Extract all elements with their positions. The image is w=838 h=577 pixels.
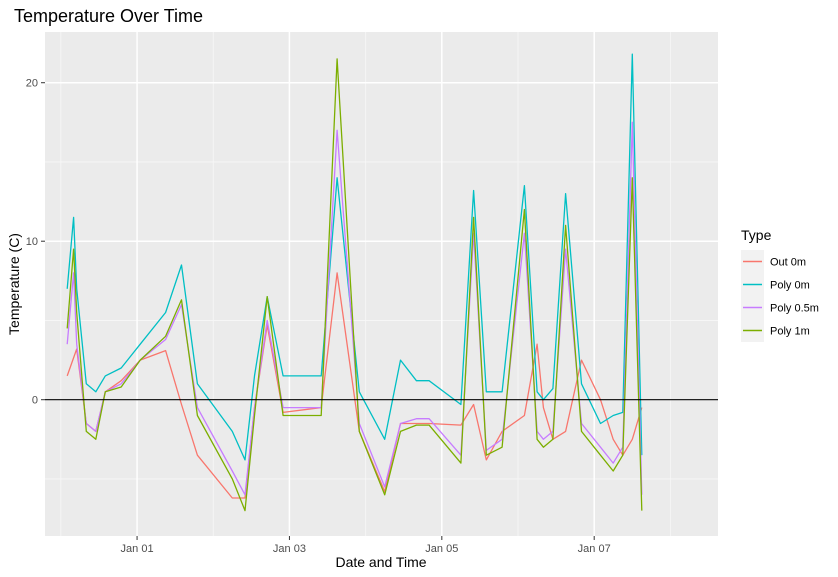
y-axis-label: Temperature (C) [6, 233, 22, 335]
legend-label: Poly 0.5m [770, 303, 819, 315]
x-tick-label: Jan 03 [273, 543, 306, 555]
x-axis-label: Date and Time [335, 554, 426, 570]
legend-label: Poly 0m [770, 280, 810, 292]
series-line-poly-1m [66, 58, 643, 512]
x-tick-label: Jan 01 [121, 543, 154, 555]
series-lines [66, 53, 643, 512]
y-tick-label: 0 [32, 395, 38, 407]
x-tick-label: Jan 07 [578, 543, 611, 555]
x-axis-ticks: Jan 01 Jan 03 Jan 05 Jan 07 [121, 536, 611, 555]
x-tick-label: Jan 05 [425, 543, 458, 555]
y-axis-ticks: 0 10 20 [26, 78, 45, 407]
legend-label: Out 0m [770, 257, 806, 269]
legend-label: Poly 1m [770, 326, 810, 338]
plot-panel [45, 32, 718, 536]
legend-items: Out 0m Poly 0m Poly 0.5m Poly 1m [741, 250, 819, 342]
y-tick-label: 20 [26, 78, 38, 90]
legend-title: Type [741, 227, 772, 243]
y-tick-label: 10 [26, 236, 38, 248]
series-line-poly-0m [66, 53, 643, 461]
chart-title: Temperature Over Time [14, 6, 203, 26]
legend: Type Out 0m Poly 0m Poly 0.5m Poly 1m [741, 227, 819, 342]
